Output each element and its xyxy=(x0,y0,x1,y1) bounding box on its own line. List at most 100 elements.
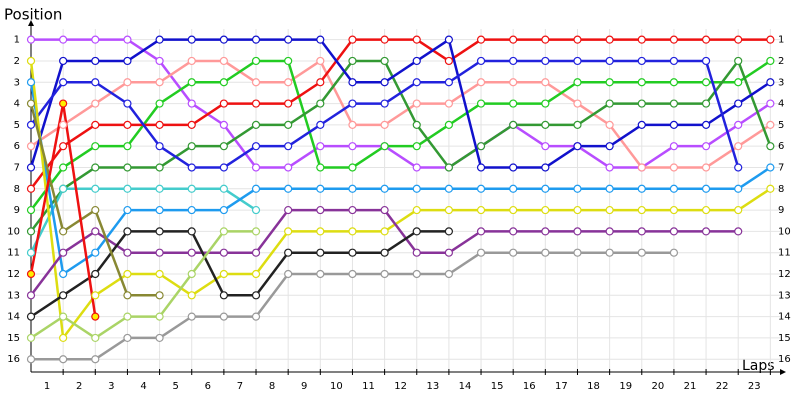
y-tick-label-right: 15 xyxy=(778,333,791,344)
series-line xyxy=(29,187,257,254)
point xyxy=(476,248,486,257)
point xyxy=(734,205,743,215)
point xyxy=(155,35,164,44)
y-tick-label-right: 14 xyxy=(778,312,791,323)
x-tick-label: 10 xyxy=(330,381,343,392)
point xyxy=(380,99,389,108)
point xyxy=(348,163,357,172)
point xyxy=(123,56,132,66)
point xyxy=(380,184,389,193)
point xyxy=(669,142,679,151)
point xyxy=(251,78,261,87)
point xyxy=(155,56,164,66)
point xyxy=(380,56,389,66)
point xyxy=(284,184,293,193)
series-line xyxy=(30,230,257,340)
y-axis-title: Position xyxy=(4,6,62,24)
series-line xyxy=(30,59,772,211)
point xyxy=(91,355,100,364)
x-tick-label: 22 xyxy=(716,381,729,392)
point xyxy=(509,205,518,215)
point xyxy=(541,35,550,44)
point xyxy=(251,163,261,172)
point xyxy=(380,248,389,257)
point xyxy=(284,248,293,257)
point xyxy=(701,78,711,87)
point xyxy=(155,269,164,279)
y-tick-label: 14 xyxy=(7,312,20,323)
point xyxy=(476,35,486,44)
point xyxy=(187,205,196,215)
x-tick-label: 15 xyxy=(491,381,504,392)
point xyxy=(476,227,486,236)
point xyxy=(26,291,36,300)
point xyxy=(187,312,196,321)
y-tick-label-right: 5 xyxy=(778,120,784,131)
point xyxy=(605,205,614,215)
point xyxy=(26,163,36,172)
point xyxy=(476,99,486,108)
point xyxy=(284,269,293,279)
point xyxy=(284,205,293,215)
point xyxy=(219,205,228,215)
point xyxy=(251,120,261,129)
y-tick-label: 12 xyxy=(7,269,20,280)
point xyxy=(155,184,164,193)
point xyxy=(509,120,518,129)
x-axis-arrow xyxy=(780,369,786,375)
series-line xyxy=(30,59,772,169)
point xyxy=(155,120,164,129)
point xyxy=(669,120,679,129)
point xyxy=(509,78,518,87)
point xyxy=(669,56,679,66)
point xyxy=(766,142,775,151)
x-tick-label: 17 xyxy=(555,381,568,392)
series-line xyxy=(31,38,772,169)
point xyxy=(123,312,132,321)
x-tick-label: 18 xyxy=(587,381,600,392)
point xyxy=(734,120,743,129)
point xyxy=(316,56,325,66)
point xyxy=(766,99,775,108)
point xyxy=(251,312,261,321)
point xyxy=(669,78,679,87)
point xyxy=(573,120,582,129)
y-tick-label: 2 xyxy=(14,56,20,67)
point xyxy=(348,99,357,108)
y-tick-label-right: 16 xyxy=(778,354,791,365)
point xyxy=(701,142,711,151)
point xyxy=(541,184,550,193)
point xyxy=(59,248,68,257)
point xyxy=(605,78,614,87)
point xyxy=(637,227,646,236)
point xyxy=(348,248,357,257)
point xyxy=(219,291,228,300)
point xyxy=(412,35,421,44)
point xyxy=(701,205,711,215)
point xyxy=(348,184,357,193)
point xyxy=(91,99,100,108)
point xyxy=(316,120,325,129)
point xyxy=(766,184,775,193)
point xyxy=(573,227,582,236)
point xyxy=(541,142,550,151)
point xyxy=(123,78,132,87)
x-tick-label: 13 xyxy=(426,381,439,392)
point xyxy=(91,120,100,129)
point xyxy=(284,56,293,66)
point xyxy=(605,99,614,108)
point xyxy=(412,78,421,87)
point xyxy=(123,269,132,279)
y-tick-label-right: 10 xyxy=(778,226,791,237)
point xyxy=(637,248,646,257)
point xyxy=(701,120,711,129)
point xyxy=(59,227,68,236)
point xyxy=(605,184,614,193)
point xyxy=(541,248,550,257)
point xyxy=(734,56,743,66)
point xyxy=(316,78,325,87)
point xyxy=(637,120,646,129)
y-tick-label-right: 13 xyxy=(778,290,791,301)
point xyxy=(734,99,743,108)
